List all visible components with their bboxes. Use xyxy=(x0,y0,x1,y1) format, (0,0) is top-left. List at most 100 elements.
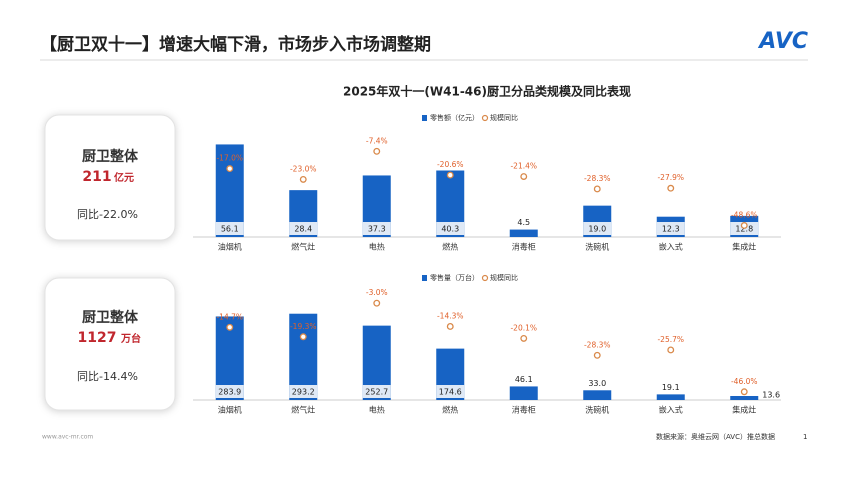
card-title: 厨卫整体 xyxy=(82,148,139,165)
legend-swatch xyxy=(422,115,427,121)
legend-swatch xyxy=(481,274,489,282)
slide-title: 【厨卫双十一】增速大幅下滑，市场步入市场调整期 xyxy=(40,34,431,55)
value-label: 40.3 xyxy=(441,225,459,234)
value-label: 252.7 xyxy=(365,388,388,397)
legend-swatch xyxy=(422,275,427,281)
x-tick-label: 集成灶 xyxy=(732,405,756,415)
x-tick-label: 燃热 xyxy=(442,242,458,252)
x-tick-label: 消毒柜 xyxy=(512,405,536,415)
yoy-marker xyxy=(373,147,381,155)
value-label-bg xyxy=(289,385,318,398)
yoy-marker xyxy=(740,388,748,396)
footer-site: www.avc-mr.com xyxy=(42,434,93,441)
yoy-marker xyxy=(373,299,381,307)
x-tick-label: 燃热 xyxy=(442,405,458,415)
value-label: 12.8 xyxy=(735,225,753,234)
card xyxy=(44,277,176,411)
yoy-label: -46.0% xyxy=(731,377,758,386)
value-label: 19.1 xyxy=(662,383,680,392)
x-tick-label: 油烟机 xyxy=(218,242,242,252)
yoy-marker xyxy=(740,222,748,229)
value-label-bg xyxy=(436,222,465,235)
yoy-marker xyxy=(593,185,601,193)
x-tick-label: 洗碗机 xyxy=(585,242,609,252)
bar xyxy=(509,386,538,400)
x-tick-label: 燃气灶 xyxy=(291,242,315,252)
chart-title: 2025年双十一(W41-46)厨卫分品类规模及同比表现 xyxy=(343,84,631,99)
x-tick-label: 洗碗机 xyxy=(585,405,609,415)
value-label: 13.6 xyxy=(762,391,780,400)
yoy-label: -21.4% xyxy=(510,162,537,171)
logo: AVC xyxy=(757,29,808,54)
legend-label: 规模同比 xyxy=(490,113,518,122)
yoy-label: -27.9% xyxy=(657,173,684,182)
bar xyxy=(730,395,759,400)
value-label: 19.0 xyxy=(588,225,606,234)
value-label: 4.5 xyxy=(517,218,530,227)
yoy-label: -19.3% xyxy=(290,322,317,331)
value-label: 56.1 xyxy=(221,225,239,234)
yoy-label: -14.7% xyxy=(216,312,243,321)
yoy-label: -25.7% xyxy=(657,335,684,344)
card-yoy: 同比-22.0% xyxy=(77,208,138,221)
value-label-bg xyxy=(362,222,391,235)
yoy-marker xyxy=(446,323,454,330)
value-label: 12.3 xyxy=(662,225,680,234)
value-label: 33.0 xyxy=(588,379,606,388)
yoy-label: -20.6% xyxy=(437,160,464,169)
card xyxy=(44,114,176,241)
card-title: 厨卫整体 xyxy=(82,309,139,326)
x-tick-label: 油烟机 xyxy=(218,405,242,415)
legend-label: 规模同比 xyxy=(490,273,518,282)
value-label: 46.1 xyxy=(515,375,533,384)
legend-label: 零售量（万台） xyxy=(430,273,479,282)
yoy-label: -23.0% xyxy=(290,164,317,173)
value-label-bg xyxy=(362,385,391,398)
value-label: 37.3 xyxy=(368,225,386,234)
yoy-marker xyxy=(667,184,675,192)
card-value: 211 xyxy=(82,169,111,185)
bar xyxy=(215,144,244,237)
yoy-marker xyxy=(520,173,528,180)
yoy-marker xyxy=(299,333,307,341)
yoy-label: -28.3% xyxy=(584,340,611,349)
x-tick-label: 嵌入式 xyxy=(659,405,683,415)
card-yoy: 同比-14.4% xyxy=(77,370,138,383)
bar xyxy=(509,229,538,237)
value-label: 293.2 xyxy=(292,388,315,397)
value-label-bg xyxy=(215,222,244,235)
bar xyxy=(583,390,612,400)
yoy-label: -14.3% xyxy=(437,311,464,320)
value-label: 28.4 xyxy=(294,225,312,234)
yoy-marker xyxy=(667,346,675,354)
yoy-label: -48.6% xyxy=(731,210,758,219)
footer-source: 数据来源：奥维云网（AVC）推总数据 xyxy=(656,432,775,441)
x-tick-label: 集成灶 xyxy=(732,242,756,252)
x-tick-label: 消毒柜 xyxy=(512,242,536,252)
card-value: 1127 xyxy=(78,330,117,346)
yoy-marker xyxy=(226,165,234,173)
yoy-marker xyxy=(593,351,601,359)
bar xyxy=(656,394,685,400)
x-tick-label: 电热 xyxy=(369,405,385,415)
x-tick-label: 嵌入式 xyxy=(659,242,683,252)
value-label-bg xyxy=(215,385,244,398)
yoy-label: -17.0% xyxy=(216,154,243,163)
value-label-bg xyxy=(436,385,465,398)
page-number: 1 xyxy=(803,433,807,441)
legend-label: 零售额（亿元） xyxy=(430,113,479,122)
yoy-marker xyxy=(299,175,307,183)
value-label-bg xyxy=(656,222,685,235)
yoy-label: -28.3% xyxy=(584,174,611,183)
value-label-bg xyxy=(289,222,318,235)
yoy-marker xyxy=(226,323,234,331)
value-label: 283.9 xyxy=(218,388,241,397)
yoy-marker xyxy=(520,334,528,342)
yoy-label: -20.1% xyxy=(510,323,537,332)
card-unit: 亿元 xyxy=(114,171,134,184)
value-label: 174.6 xyxy=(439,388,462,397)
x-tick-label: 燃气灶 xyxy=(291,405,315,415)
x-tick-label: 电热 xyxy=(369,242,385,252)
